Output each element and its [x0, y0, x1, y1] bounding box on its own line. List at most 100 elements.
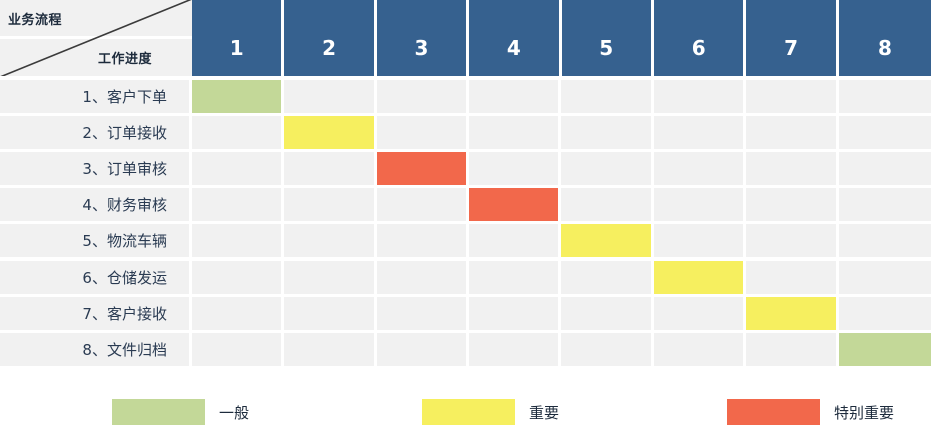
empty-cell-r1c3[interactable]	[376, 80, 470, 114]
empty-cell-r3c5[interactable]	[561, 152, 654, 186]
empty-cell-r7c4[interactable]	[469, 296, 562, 330]
empty-cell-r8c3[interactable]	[376, 332, 470, 366]
legend-swatch-normal	[112, 399, 205, 425]
empty-cell-r1c2[interactable]	[284, 80, 377, 114]
empty-cell-r6c8[interactable]	[838, 260, 931, 294]
empty-cell-r2c4[interactable]	[469, 116, 562, 150]
empty-cell-r1c8[interactable]	[838, 80, 931, 114]
row-label-7[interactable]: 7、客户接收	[0, 296, 192, 330]
column-header-label: 4	[506, 36, 521, 60]
empty-cell-r3c6[interactable]	[653, 152, 747, 186]
progress-bar-cell-r3c3[interactable]	[376, 152, 470, 186]
legend-item-important[interactable]: 重要	[422, 392, 559, 432]
legend-item-critical[interactable]: 特别重要	[727, 392, 894, 432]
empty-cell-r3c7[interactable]	[746, 152, 839, 186]
empty-cell-r2c8[interactable]	[838, 116, 931, 150]
row-label-1[interactable]: 1、客户下单	[0, 80, 192, 114]
progress-bar-cell-r2c2[interactable]	[284, 116, 377, 150]
empty-cell-r4c7[interactable]	[746, 188, 839, 222]
row-label-2[interactable]: 2、订单接收	[0, 116, 192, 150]
column-header-6[interactable]: 6	[653, 0, 747, 76]
progress-bar-cell-r1c1[interactable]	[191, 80, 285, 114]
empty-cell-r8c5[interactable]	[561, 332, 654, 366]
empty-cell-r5c1[interactable]	[191, 224, 285, 258]
progress-bar-critical	[376, 152, 467, 186]
empty-cell-r7c3[interactable]	[376, 296, 470, 330]
column-header-4[interactable]: 4	[469, 0, 562, 76]
table-row: 3、订单审核	[0, 152, 931, 186]
empty-cell-r6c7[interactable]	[746, 260, 839, 294]
empty-cell-r6c5[interactable]	[561, 260, 654, 294]
column-header-2[interactable]: 2	[284, 0, 377, 76]
empty-cell-r4c3[interactable]	[376, 188, 470, 222]
column-header-label: 5	[599, 36, 614, 60]
column-header-1[interactable]: 1	[192, 0, 285, 76]
business-process-label: 业务流程	[8, 13, 63, 28]
empty-cell-r6c4[interactable]	[469, 260, 562, 294]
empty-cell-r1c7[interactable]	[746, 80, 839, 114]
column-header-label: 8	[877, 36, 892, 60]
empty-cell-r5c8[interactable]	[838, 224, 931, 258]
empty-cell-r3c2[interactable]	[284, 152, 377, 186]
empty-cell-r7c2[interactable]	[284, 296, 377, 330]
empty-cell-r2c1[interactable]	[191, 116, 285, 150]
empty-cell-r3c8[interactable]	[838, 152, 931, 186]
row-label-text: 3、订单审核	[82, 160, 167, 179]
row-label-text: 8、文件归档	[82, 340, 167, 359]
empty-cell-r8c4[interactable]	[469, 332, 562, 366]
row-label-text: 6、仓储发运	[82, 268, 167, 287]
empty-cell-r5c3[interactable]	[376, 224, 470, 258]
column-header-7[interactable]: 7	[746, 0, 839, 76]
progress-bar-important	[561, 224, 651, 258]
row-label-text: 7、客户接收	[82, 304, 167, 323]
empty-cell-r4c2[interactable]	[284, 188, 377, 222]
row-label-5[interactable]: 5、物流车辆	[0, 224, 192, 258]
row-label-8[interactable]: 8、文件归档	[0, 332, 192, 366]
progress-bar-cell-r7c7[interactable]	[746, 296, 839, 330]
empty-cell-r4c8[interactable]	[838, 188, 931, 222]
empty-cell-r2c3[interactable]	[376, 116, 470, 150]
empty-cell-r8c1[interactable]	[191, 332, 285, 366]
table-row: 6、仓储发运	[0, 260, 931, 294]
progress-bar-cell-r5c5[interactable]	[561, 224, 654, 258]
column-header-label: 2	[322, 36, 337, 60]
empty-cell-r6c2[interactable]	[284, 260, 377, 294]
empty-cell-r7c5[interactable]	[561, 296, 654, 330]
empty-cell-r7c6[interactable]	[653, 296, 747, 330]
empty-cell-r3c1[interactable]	[191, 152, 285, 186]
progress-bar-normal	[838, 332, 931, 366]
empty-cell-r6c3[interactable]	[376, 260, 470, 294]
empty-cell-r2c6[interactable]	[653, 116, 747, 150]
empty-cell-r1c5[interactable]	[561, 80, 654, 114]
empty-cell-r8c2[interactable]	[284, 332, 377, 366]
empty-cell-r7c1[interactable]	[191, 296, 285, 330]
empty-cell-r1c4[interactable]	[469, 80, 562, 114]
empty-cell-r5c4[interactable]	[469, 224, 562, 258]
empty-cell-r1c6[interactable]	[653, 80, 747, 114]
empty-cell-r2c5[interactable]	[561, 116, 654, 150]
table-row: 4、财务审核	[0, 188, 931, 222]
row-label-3[interactable]: 3、订单审核	[0, 152, 192, 186]
empty-cell-r6c1[interactable]	[191, 260, 285, 294]
empty-cell-r5c7[interactable]	[746, 224, 839, 258]
empty-cell-r2c7[interactable]	[746, 116, 839, 150]
column-header-label: 7	[784, 36, 798, 60]
progress-bar-cell-r6c6[interactable]	[653, 260, 747, 294]
empty-cell-r7c8[interactable]	[838, 296, 931, 330]
empty-cell-r5c2[interactable]	[284, 224, 377, 258]
column-header-8[interactable]: 8	[838, 0, 931, 76]
empty-cell-r8c7[interactable]	[746, 332, 839, 366]
progress-bar-cell-r8c8[interactable]	[838, 332, 931, 366]
column-header-5[interactable]: 5	[561, 0, 654, 76]
empty-cell-r3c4[interactable]	[469, 152, 562, 186]
empty-cell-r4c1[interactable]	[191, 188, 285, 222]
progress-bar-cell-r4c4[interactable]	[469, 188, 562, 222]
empty-cell-r4c6[interactable]	[653, 188, 747, 222]
row-label-6[interactable]: 6、仓储发运	[0, 260, 192, 294]
empty-cell-r5c6[interactable]	[653, 224, 747, 258]
empty-cell-r8c6[interactable]	[653, 332, 747, 366]
legend-item-normal[interactable]: 一般	[112, 392, 249, 432]
empty-cell-r4c5[interactable]	[561, 188, 654, 222]
column-header-3[interactable]: 3	[376, 0, 470, 76]
row-label-4[interactable]: 4、财务审核	[0, 188, 192, 222]
